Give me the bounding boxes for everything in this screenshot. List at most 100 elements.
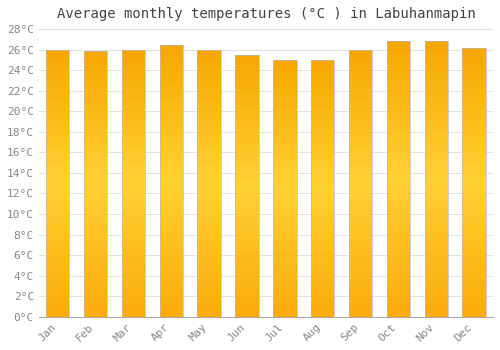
Bar xyxy=(160,70,183,73)
Bar xyxy=(424,182,448,184)
Bar xyxy=(424,229,448,231)
Bar xyxy=(236,196,258,199)
Bar xyxy=(273,173,296,175)
Bar xyxy=(462,134,486,136)
Bar xyxy=(160,151,183,154)
Bar xyxy=(311,109,334,111)
Bar xyxy=(424,85,448,88)
Bar xyxy=(46,119,70,122)
Bar xyxy=(386,215,410,218)
Bar xyxy=(311,73,334,75)
Bar xyxy=(424,226,448,229)
Bar xyxy=(349,256,372,258)
Bar xyxy=(198,76,221,79)
Bar xyxy=(198,229,221,231)
Bar xyxy=(84,96,108,99)
Bar xyxy=(386,253,410,256)
Bar xyxy=(311,101,334,104)
Bar xyxy=(198,55,221,58)
Bar xyxy=(349,309,372,312)
Bar xyxy=(424,168,448,171)
Bar xyxy=(46,218,70,220)
Bar xyxy=(46,189,70,191)
Bar xyxy=(386,94,410,97)
Bar xyxy=(273,294,296,296)
Bar xyxy=(462,260,486,263)
Bar xyxy=(84,101,108,104)
Bar xyxy=(198,130,221,132)
Bar xyxy=(424,193,448,196)
Bar xyxy=(236,202,258,204)
Bar xyxy=(198,194,221,197)
Bar xyxy=(160,244,183,246)
Bar xyxy=(311,278,334,281)
Bar xyxy=(160,197,183,200)
Bar xyxy=(349,229,372,231)
Bar xyxy=(122,266,145,269)
Bar xyxy=(236,89,258,91)
Bar xyxy=(122,148,145,151)
Bar xyxy=(122,189,145,191)
Bar xyxy=(349,156,372,159)
Bar xyxy=(84,274,108,277)
Bar xyxy=(273,170,296,173)
Bar xyxy=(46,130,70,132)
Bar xyxy=(273,265,296,268)
Bar xyxy=(349,231,372,234)
Bar xyxy=(84,280,108,282)
Bar xyxy=(198,124,221,127)
Bar xyxy=(236,60,258,63)
Bar xyxy=(84,256,108,258)
Bar xyxy=(311,60,334,317)
Bar xyxy=(462,306,486,309)
Bar xyxy=(311,129,334,132)
Bar xyxy=(349,146,372,148)
Bar xyxy=(311,217,334,219)
Bar xyxy=(311,301,334,304)
Bar xyxy=(386,209,410,212)
Bar xyxy=(386,201,410,204)
Bar xyxy=(198,186,221,189)
Bar xyxy=(198,114,221,117)
Bar xyxy=(122,170,145,173)
Bar xyxy=(349,60,372,63)
Bar xyxy=(349,58,372,60)
Bar xyxy=(198,285,221,287)
Bar xyxy=(198,183,221,186)
Bar xyxy=(84,56,108,58)
Bar xyxy=(46,279,70,282)
Bar xyxy=(349,199,372,202)
Bar xyxy=(198,205,221,207)
Bar xyxy=(84,242,108,245)
Bar xyxy=(349,167,372,170)
Bar xyxy=(122,55,145,58)
Bar xyxy=(311,214,334,217)
Bar xyxy=(424,190,448,193)
Bar xyxy=(160,298,183,301)
Bar xyxy=(386,314,410,317)
Bar xyxy=(349,164,372,167)
Bar xyxy=(424,80,448,83)
Bar xyxy=(84,181,108,184)
Bar xyxy=(236,188,258,191)
Bar xyxy=(198,58,221,60)
Bar xyxy=(386,55,410,58)
Bar xyxy=(160,165,183,168)
Bar xyxy=(160,168,183,170)
Bar xyxy=(273,211,296,214)
Bar xyxy=(386,110,410,113)
Bar xyxy=(386,226,410,229)
Bar xyxy=(236,199,258,202)
Bar xyxy=(84,208,108,210)
Bar xyxy=(122,285,145,287)
Bar xyxy=(84,232,108,234)
Bar xyxy=(386,102,410,105)
Bar xyxy=(236,212,258,215)
Bar xyxy=(122,106,145,108)
Bar xyxy=(160,306,183,309)
Bar xyxy=(424,77,448,80)
Bar xyxy=(236,162,258,165)
Bar xyxy=(236,209,258,212)
Bar xyxy=(198,117,221,119)
Bar xyxy=(273,206,296,209)
